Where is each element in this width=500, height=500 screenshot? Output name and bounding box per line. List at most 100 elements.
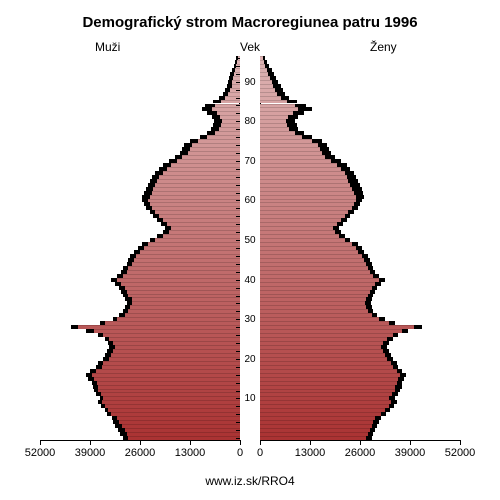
y-tick-mark [236,66,240,67]
value-bar [260,218,341,222]
bar-row [260,76,460,80]
x-tick-label: 52000 [25,447,56,459]
bar-row [260,321,460,325]
x-tick-label: 26000 [125,447,156,459]
value-bar [94,329,240,333]
value-bar [260,266,368,270]
bar-row [260,373,460,377]
bar-row [40,191,240,195]
value-bar [260,187,352,191]
label-age: Vek [240,40,260,54]
bar-row [40,56,240,60]
value-bar [260,107,298,111]
value-bar [152,191,240,195]
value-bar [260,222,337,226]
value-bar [260,297,366,301]
value-bar [260,163,337,167]
chart-title: Demografický strom Macroregiunea patru 1… [0,0,500,31]
value-bar [260,242,352,246]
x-tick-label: 26000 [345,447,376,459]
value-bar [260,111,293,115]
value-bar [136,254,240,258]
bar-row [40,107,240,111]
value-bar [260,317,379,321]
bar-row [260,88,460,92]
y-tick-mark [236,169,240,170]
y-tick-mark [236,422,240,423]
value-bar [96,369,240,373]
bar-row [260,234,460,238]
y-tick-mark [236,319,240,320]
y-tick-mark [236,121,240,122]
value-bar [260,104,295,108]
value-bar [220,115,240,119]
x-tick-label: 0 [237,447,243,459]
value-bar [233,76,240,80]
bar-row [40,179,240,183]
bar-row [40,278,240,282]
bar-row [260,183,460,187]
value-bar [134,258,240,262]
bar-row [40,84,240,88]
bar-row [260,68,460,72]
bar-row [40,100,240,104]
value-bar [115,345,240,349]
bar-row [40,309,240,313]
age-tick-label: 70 [240,156,260,167]
y-tick-mark [236,240,240,241]
bar-row [40,139,240,143]
bar-row [40,159,240,163]
value-bar [260,424,372,428]
bar-row [260,266,460,270]
bar-row [260,60,460,64]
value-bar [260,420,373,424]
age-tick-label: 20 [240,354,260,365]
bar-row [260,365,460,369]
value-bar [260,305,366,309]
value-bar [260,72,268,76]
bar-row [260,155,460,159]
bar-row [40,127,240,131]
y-tick-mark [236,280,240,281]
value-bar [260,206,352,210]
bar-row [40,428,240,432]
value-bar [260,131,295,135]
value-bar [144,246,240,250]
bar-row [40,377,240,381]
y-tick-mark [236,98,240,99]
value-bar [212,107,240,111]
bar-row [40,349,240,353]
bar-row [40,404,240,408]
value-bar [101,392,240,396]
value-bar [260,167,341,171]
value-bar [260,353,385,357]
y-tick-mark [236,272,240,273]
bar-row [260,369,460,373]
value-bar [260,127,289,131]
x-tick [260,440,261,445]
value-bar [260,412,381,416]
bar-row [260,151,460,155]
value-bar [228,92,240,96]
bar-row [260,274,460,278]
value-bar [148,242,240,246]
bar-row [260,72,460,76]
value-bar [260,408,385,412]
bar-row [260,139,460,143]
value-bar [260,76,270,80]
value-bar [260,143,318,147]
value-bar [150,195,240,199]
bar-row [260,404,460,408]
bar-row [40,416,240,420]
bar-row [40,286,240,290]
bar-row [40,420,240,424]
bar-row [260,282,460,286]
bar-row [260,135,460,139]
bar-row [260,412,460,416]
y-tick-mark [236,414,240,415]
value-bar [102,400,240,404]
bar-row [260,408,460,412]
bar-row [40,385,240,389]
value-bar [192,143,240,147]
value-bar [260,175,347,179]
